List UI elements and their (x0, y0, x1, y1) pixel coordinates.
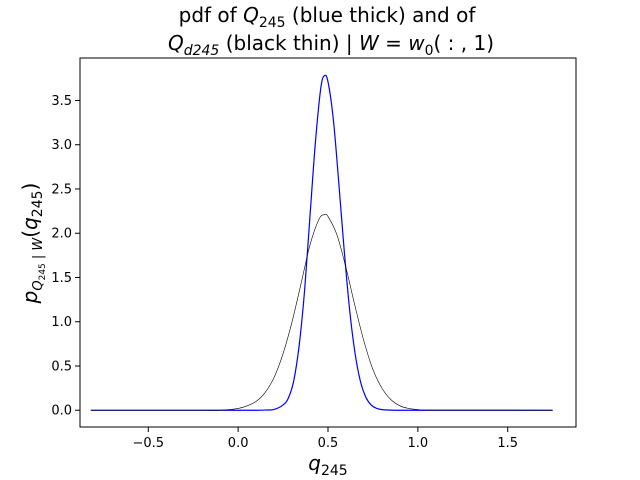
y-axis-label-paren-open: ( (18, 230, 42, 238)
chart-title-line2: Qd245 (black thin) | W = w0( : , 1) (168, 31, 494, 59)
title-line2-text: (black thin) | (219, 31, 359, 55)
series-layer (90, 74, 553, 411)
y-tick-label: 2.5 (51, 182, 72, 197)
y-tick-label: 1.5 (51, 271, 72, 286)
y-axis-ticks: 0.0 0.5 1.0 1.5 2.0 2.5 3.0 3.5 (51, 94, 80, 419)
y-tick-label: 3.0 (51, 138, 72, 153)
plot-background (80, 58, 576, 427)
y-tick-label: 1.0 (51, 315, 72, 330)
title-line2-equals: = (379, 31, 408, 55)
y-axis-label-subQsub: 245 (38, 263, 48, 280)
x-axis-label-subscript: 245 (321, 463, 348, 479)
y-axis-label-paren-close: ) (18, 183, 42, 191)
x-axis-label: q245 (308, 451, 347, 479)
title-line2-w0-subscript: 0 (425, 43, 434, 59)
x-axis-label-symbol: q (308, 451, 321, 475)
x-tick-label: 1.5 (497, 436, 518, 451)
x-tick-label: 0.5 (318, 436, 339, 451)
title-line2-symbol: Q (168, 31, 184, 55)
y-axis-label-subQ: Q (31, 280, 46, 290)
y-tick-label: 3.5 (51, 94, 72, 109)
chart-title-line1: pdf of Q245 (blue thick) and of (179, 3, 477, 31)
title-line2-w0: w (408, 31, 425, 55)
series-line-black (90, 213, 553, 411)
y-tick-label: 0.0 (51, 404, 72, 419)
y-axis-label-p: p (18, 291, 42, 305)
y-tick-label: 0.5 (51, 359, 72, 374)
y-axis-label-subW: W (31, 237, 46, 251)
x-tick-label: 1.0 (408, 436, 429, 451)
y-axis-label-bar: | (31, 251, 46, 264)
title-line1-prefix: pdf of (179, 3, 243, 27)
y-axis-label: pQ245 | W(q245) (18, 183, 48, 305)
title-line2-args: ( : , 1) (434, 31, 495, 55)
plot-area (79, 57, 577, 428)
x-tick-label: 0.0 (228, 436, 249, 451)
y-tick-label: 2.0 (51, 227, 72, 242)
x-axis-ticks: −0.5 0.0 0.5 1.0 1.5 (133, 427, 518, 451)
series-line-blue (90, 74, 553, 411)
title-line1-symbol: Q (243, 3, 259, 27)
title-line2-w: W (359, 31, 380, 55)
title-line2-subscript: d245 (184, 43, 220, 59)
y-axis-label-qsub: 245 (30, 190, 46, 217)
y-axis-label-q: q (18, 217, 42, 230)
title-line1-subscript: 245 (259, 15, 286, 31)
x-tick-label: −0.5 (133, 436, 165, 451)
title-line1-suffix: (blue thick) and of (286, 3, 477, 27)
